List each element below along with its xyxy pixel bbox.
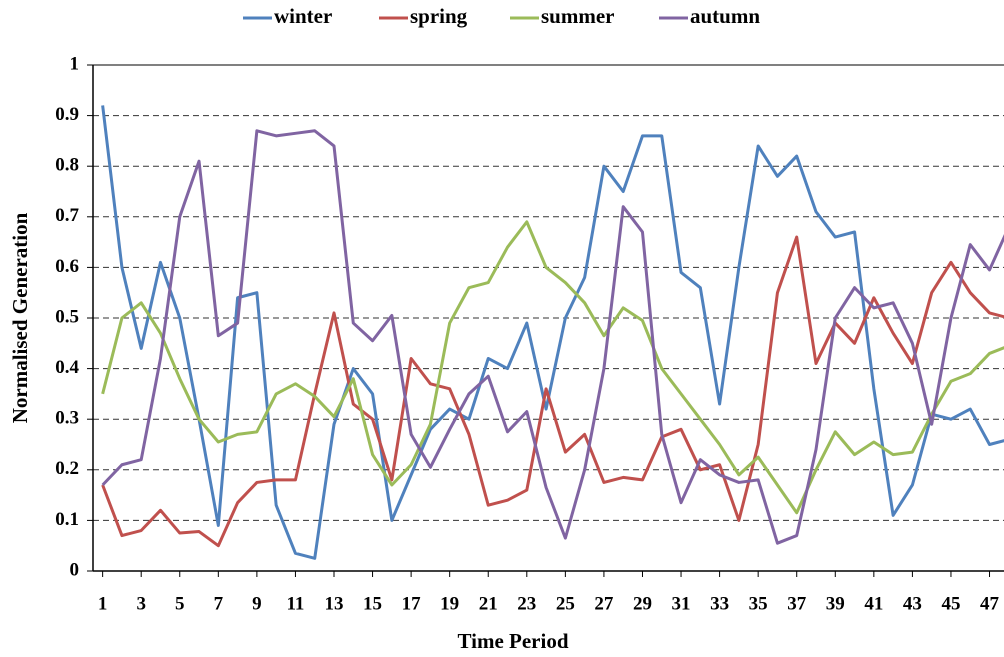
x-tick-label: 37 [787,593,807,614]
x-tick-label: 15 [363,593,382,614]
x-tick-label: 29 [633,593,652,614]
x-tick-label: 11 [286,593,304,614]
y-tick-label: 0.6 [55,256,79,277]
legend-label: summer [541,4,614,28]
legend-label: winter [274,4,332,28]
x-tick-label: 43 [903,593,922,614]
line-series [101,105,1004,560]
x-tick-label: 3 [136,593,146,614]
x-tick-label: 21 [479,593,498,614]
x-tick-label: 35 [749,593,768,614]
x-axis-label: Time Period [457,629,568,653]
x-tick-label: 41 [864,593,883,614]
y-tick-label: 0 [70,559,80,580]
y-tick-label: 0.3 [55,408,79,429]
y-tick-label: 0.9 [55,104,79,125]
x-tick-label: 13 [325,593,344,614]
line-series [101,220,1004,515]
legend-label: autumn [690,4,760,28]
x-tick-label: 1 [98,593,108,614]
y-tick-label: 0.1 [55,509,79,530]
y-tick-label: 0.8 [55,155,79,176]
x-tick-label: 27 [594,593,614,614]
legend-label: spring [410,4,468,28]
x-tick-label: 45 [941,593,960,614]
line-series [101,129,1004,545]
x-tick-label: 25 [556,593,575,614]
x-tick-label: 23 [517,593,536,614]
y-axis-label: Normalised Generation [8,212,32,423]
x-tick-label: 31 [672,593,691,614]
x-tick-label: 39 [826,593,845,614]
x-tick-label: 33 [710,593,729,614]
y-tick-label: 0.2 [55,458,79,479]
y-tick-label: 0.7 [55,205,79,226]
line-series [101,235,1004,548]
x-tick-label: 9 [252,593,262,614]
x-tick-label: 7 [214,593,224,614]
x-tick-label: 19 [440,593,459,614]
x-tick-label: 5 [175,593,185,614]
x-tick-label: 17 [402,593,422,614]
x-tick-label: 47 [980,593,1000,614]
y-tick-label: 0.4 [55,357,79,378]
y-tick-label: 1 [70,53,80,74]
y-tick-label: 0.5 [55,306,79,327]
